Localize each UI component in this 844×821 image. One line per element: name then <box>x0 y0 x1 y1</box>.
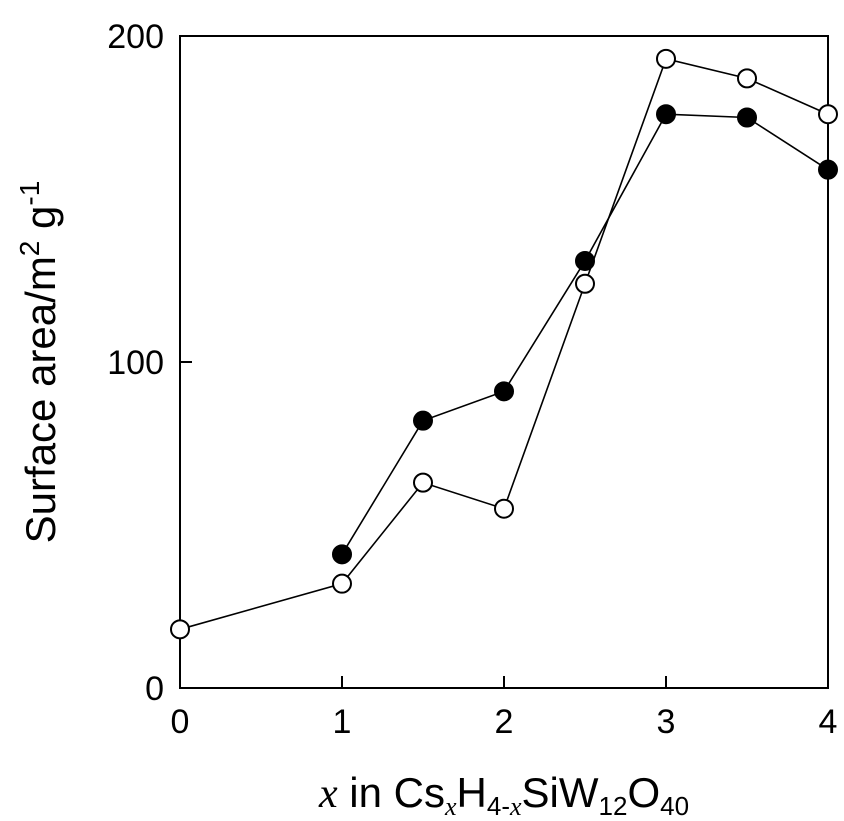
x-axis-label-sub1: x <box>444 792 457 821</box>
y-axis-label-mid: g <box>17 206 64 241</box>
series-1-point <box>818 104 838 125</box>
series-0-point <box>494 381 514 402</box>
series-layer <box>170 48 838 640</box>
x-tick-label: 1 <box>333 703 352 741</box>
y-axis-label: Surface area/m2 g-1 <box>14 181 64 544</box>
x-tick-label: 3 <box>657 703 676 741</box>
x-axis-label: x in CsxH4-xSiW12O40 <box>318 769 689 821</box>
plot-frame <box>179 35 829 689</box>
x-axis-label-var: x <box>318 771 338 817</box>
x-axis-label-mid: H <box>457 769 487 816</box>
x-tick-label: 4 <box>819 703 838 741</box>
y-axis-label-sup2: -1 <box>14 181 45 206</box>
series-1-point <box>494 498 514 519</box>
y-tick-label: 0 <box>145 670 164 708</box>
y-axis-ticks: 0 100 200 <box>107 18 192 708</box>
x-axis-label-sub4: 12 <box>599 791 628 821</box>
x-axis-label-text: in Cs <box>338 769 445 816</box>
series-1-point <box>413 472 433 493</box>
series-0-point <box>332 544 352 565</box>
x-tick-label: 2 <box>495 703 514 741</box>
x-axis-label-tail: SiW <box>522 769 599 816</box>
series-1-point <box>332 573 352 594</box>
series-0-point <box>818 159 838 180</box>
y-tick-label: 200 <box>107 18 164 56</box>
x-tick-label: 0 <box>171 703 190 741</box>
x-axis-label-sub2: 4- <box>487 791 510 821</box>
x-axis-ticks: 0 1 2 3 4 <box>171 676 838 741</box>
x-axis-label-tail2: O <box>627 769 660 816</box>
series-1-point <box>575 273 595 294</box>
series-0-point <box>656 104 676 125</box>
series-1-point <box>737 68 757 89</box>
x-axis-label-sub5: 40 <box>660 791 689 821</box>
y-axis-label-main: Surface area/m <box>17 256 64 543</box>
series-0-point <box>737 107 757 128</box>
series-0-point <box>575 250 595 271</box>
series-1-point <box>170 619 190 640</box>
x-axis-label-sub3: x <box>509 792 522 821</box>
series-0-point <box>413 410 433 431</box>
series-1-line <box>179 57 829 631</box>
y-axis-label-sup1: 2 <box>14 241 45 257</box>
series-1-point <box>656 48 676 69</box>
y-tick-label: 100 <box>107 344 164 382</box>
